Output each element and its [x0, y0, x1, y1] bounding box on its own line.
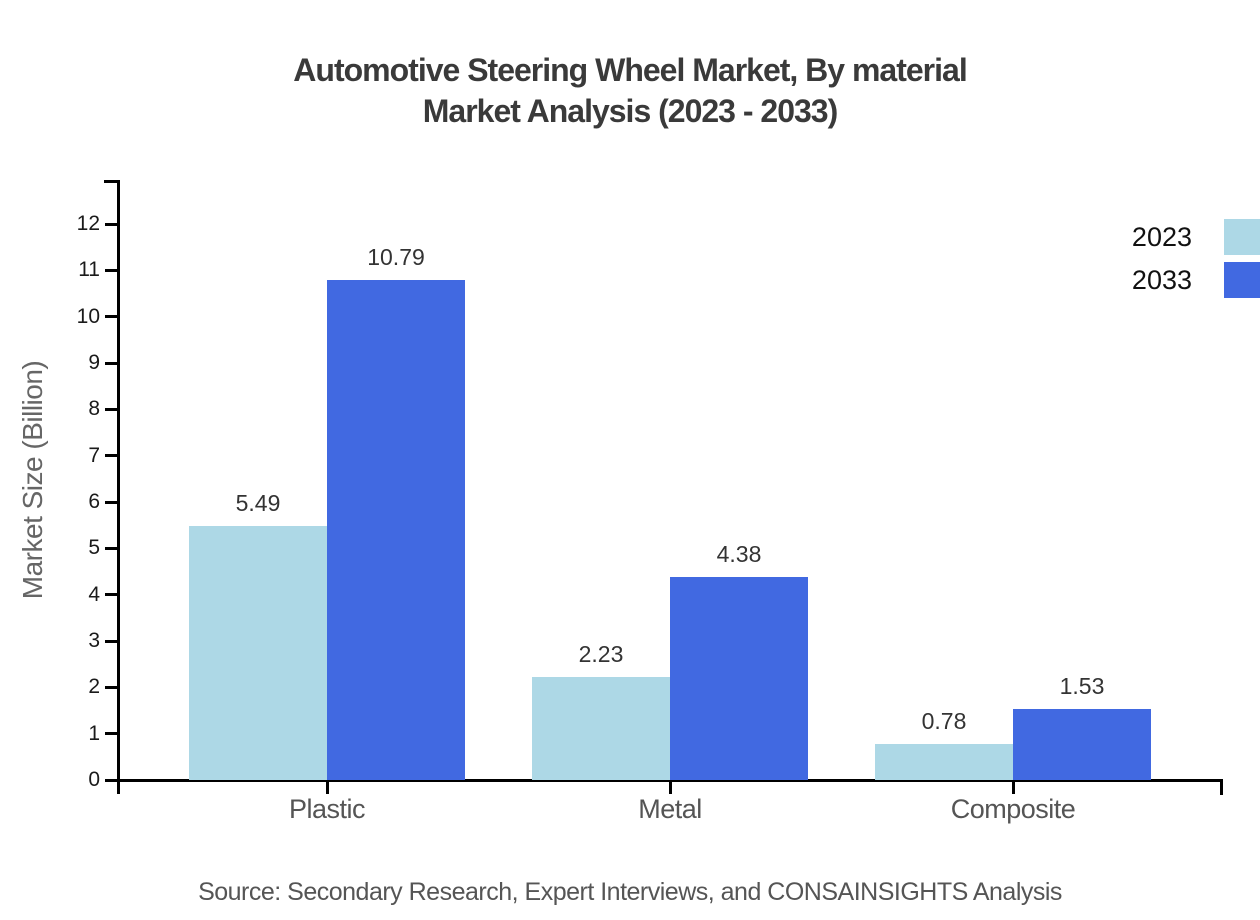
- y-tick-0: [105, 778, 118, 782]
- y-axis-line: [117, 180, 120, 794]
- x-axis-right-cap: [1220, 779, 1223, 795]
- chart-title-line1: Automotive Steering Wheel Market, By mat…: [293, 52, 967, 88]
- y-tick-2: [105, 685, 118, 689]
- y-tick-3: [105, 639, 118, 643]
- legend-swatch-2023: [1224, 219, 1260, 255]
- y-tick-label-5: 5: [88, 536, 100, 560]
- y-tick-6: [105, 500, 118, 504]
- x-tick-metal: [668, 781, 672, 794]
- bar-2023-metal: [532, 676, 670, 780]
- legend-label-2023: 2023: [1131, 221, 1192, 252]
- chart-title-line2: Market Analysis (2023 - 2033): [422, 93, 839, 129]
- y-tick-label-9: 9: [88, 351, 100, 375]
- category-label-composite: Composite: [950, 794, 1076, 824]
- source-note: Source: Secondary Research, Expert Inter…: [198, 878, 1062, 906]
- y-tick-12: [105, 222, 118, 226]
- y-tick-5: [105, 546, 118, 550]
- y-tick-label-6: 6: [88, 490, 100, 514]
- legend: 2023 2033: [1132, 219, 1260, 298]
- value-label-2023-metal: 2.23: [578, 640, 624, 667]
- y-tick-label-0: 0: [88, 768, 100, 791]
- y-tick-label-1: 1: [88, 721, 100, 745]
- legend-item-2023: 2023: [1132, 219, 1260, 255]
- y-axis-top-cap: [104, 180, 120, 183]
- value-label-2023-composite: 0.78: [921, 707, 967, 734]
- value-label-2033-plastic: 10.79: [367, 244, 425, 271]
- y-tick-label-12: 12: [76, 212, 100, 236]
- x-tick-plastic: [325, 781, 329, 794]
- legend-label-2033: 2033: [1131, 264, 1192, 295]
- value-label-2033-composite: 1.53: [1059, 673, 1105, 700]
- y-tick-11: [105, 268, 118, 272]
- bar-2023-plastic: [189, 525, 327, 780]
- category-label-plastic: Plastic: [288, 794, 366, 824]
- y-tick-label-7: 7: [88, 443, 100, 467]
- bar-2023-composite: [875, 743, 1013, 780]
- y-tick-10: [105, 315, 118, 319]
- x-axis-line: [117, 779, 1223, 782]
- value-label-2033-metal: 4.38: [716, 541, 762, 568]
- bar-2033-composite: [1013, 709, 1151, 780]
- legend-swatch-2033: [1224, 262, 1260, 298]
- category-label-metal: Metal: [638, 794, 702, 824]
- y-tick-label-2: 2: [88, 675, 100, 699]
- chart-title: Automotive Steering Wheel Market, By mat…: [0, 50, 1260, 132]
- y-tick-label-8: 8: [88, 397, 100, 421]
- bar-2033-plastic: [327, 280, 465, 780]
- y-tick-8: [105, 407, 118, 411]
- y-tick-label-11: 11: [78, 258, 100, 282]
- legend-item-2033: 2033: [1132, 262, 1260, 298]
- y-tick-label-10: 10: [76, 304, 100, 328]
- value-label-2023-plastic: 5.49: [235, 489, 281, 516]
- y-tick-4: [105, 593, 118, 597]
- y-tick-9: [105, 361, 118, 365]
- y-tick-1: [105, 732, 118, 736]
- x-tick-composite: [1011, 781, 1015, 794]
- y-tick-label-4: 4: [88, 582, 100, 606]
- bar-2033-metal: [670, 577, 808, 780]
- y-tick-label-3: 3: [88, 629, 100, 652]
- y-tick-7: [105, 454, 118, 458]
